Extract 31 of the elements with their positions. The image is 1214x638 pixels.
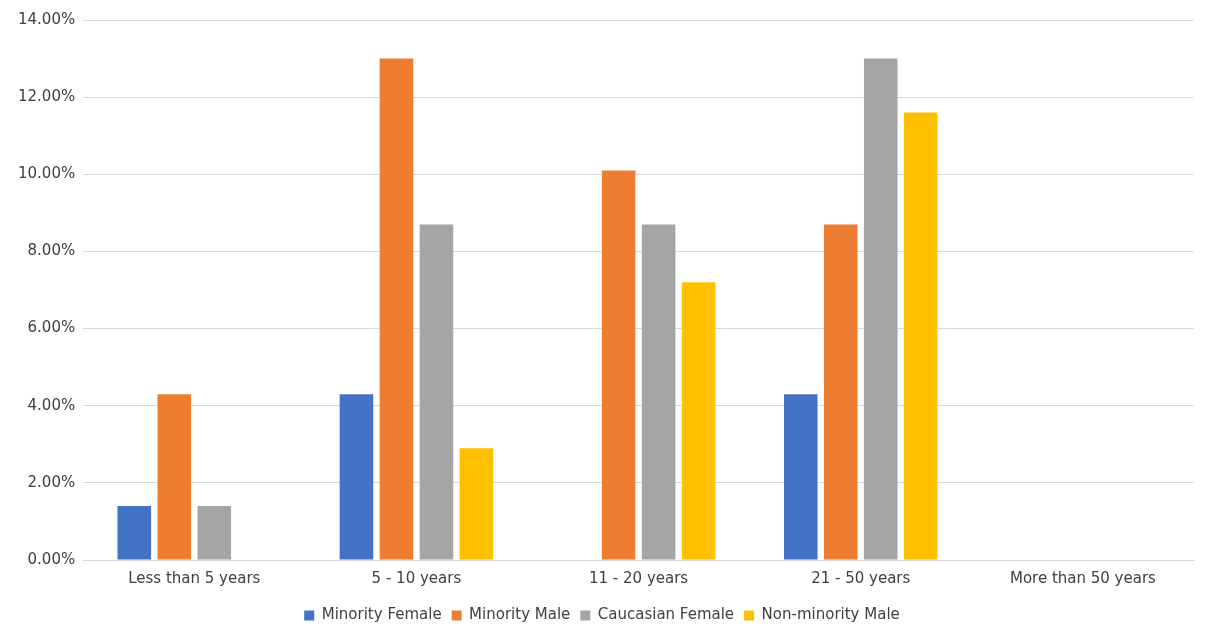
bar xyxy=(641,224,676,560)
x-tick-label: 21 - 50 years xyxy=(811,568,911,587)
y-tick-label: 10.00% xyxy=(17,164,76,183)
bar xyxy=(863,58,898,560)
legend-label: Minority Male xyxy=(469,605,571,624)
bar xyxy=(459,448,494,560)
x-tick-label: Less than 5 years xyxy=(128,568,261,587)
bar xyxy=(783,394,818,560)
y-tick-label: 0.00% xyxy=(27,549,76,568)
bar xyxy=(339,394,374,560)
bar xyxy=(823,224,858,560)
bar xyxy=(601,170,636,560)
y-tick-label: 2.00% xyxy=(27,472,76,491)
y-tick-label: 14.00% xyxy=(17,9,76,28)
bar xyxy=(379,58,414,560)
y-tick-label: 4.00% xyxy=(27,395,76,414)
x-tick-label: More than 50 years xyxy=(1009,568,1157,587)
y-tick-label: 8.00% xyxy=(27,241,76,260)
bar xyxy=(419,224,454,560)
legend-label: Caucasian Female xyxy=(597,605,735,624)
bar xyxy=(157,394,192,560)
bar xyxy=(197,506,232,560)
legend-label: Non-minority Male xyxy=(761,605,900,624)
x-tick-label: 11 - 20 years xyxy=(589,568,689,587)
y-tick-label: 12.00% xyxy=(17,87,76,106)
x-tick-label: 5 - 10 years xyxy=(371,568,462,587)
bar xyxy=(903,112,938,560)
bar xyxy=(681,282,716,560)
bar xyxy=(117,506,152,560)
legend-label: Minority Female xyxy=(321,605,442,624)
y-tick-label: 6.00% xyxy=(27,318,76,337)
